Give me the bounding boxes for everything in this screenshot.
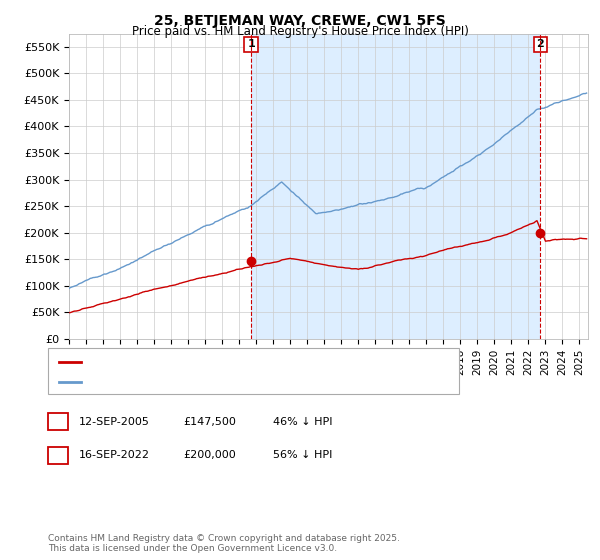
Text: 2: 2: [536, 39, 544, 49]
Text: 1: 1: [247, 39, 255, 49]
Bar: [251, 34, 541, 339]
Text: Price paid vs. HM Land Registry's House Price Index (HPI): Price paid vs. HM Land Registry's House …: [131, 25, 469, 38]
Text: 16-SEP-2022: 16-SEP-2022: [79, 450, 150, 460]
Text: 2: 2: [54, 450, 62, 460]
Text: 25, BETJEMAN WAY, CREWE, CW1 5FS (detached house): 25, BETJEMAN WAY, CREWE, CW1 5FS (detach…: [86, 357, 377, 367]
Text: 12-SEP-2005: 12-SEP-2005: [79, 417, 150, 427]
Text: £200,000: £200,000: [183, 450, 236, 460]
Text: 1: 1: [54, 417, 62, 427]
Text: £147,500: £147,500: [183, 417, 236, 427]
Text: 46% ↓ HPI: 46% ↓ HPI: [273, 417, 332, 427]
Text: 56% ↓ HPI: 56% ↓ HPI: [273, 450, 332, 460]
Text: HPI: Average price, detached house, Cheshire East: HPI: Average price, detached house, Ches…: [86, 377, 350, 387]
Text: 25, BETJEMAN WAY, CREWE, CW1 5FS: 25, BETJEMAN WAY, CREWE, CW1 5FS: [154, 14, 446, 28]
Text: Contains HM Land Registry data © Crown copyright and database right 2025.
This d: Contains HM Land Registry data © Crown c…: [48, 534, 400, 553]
